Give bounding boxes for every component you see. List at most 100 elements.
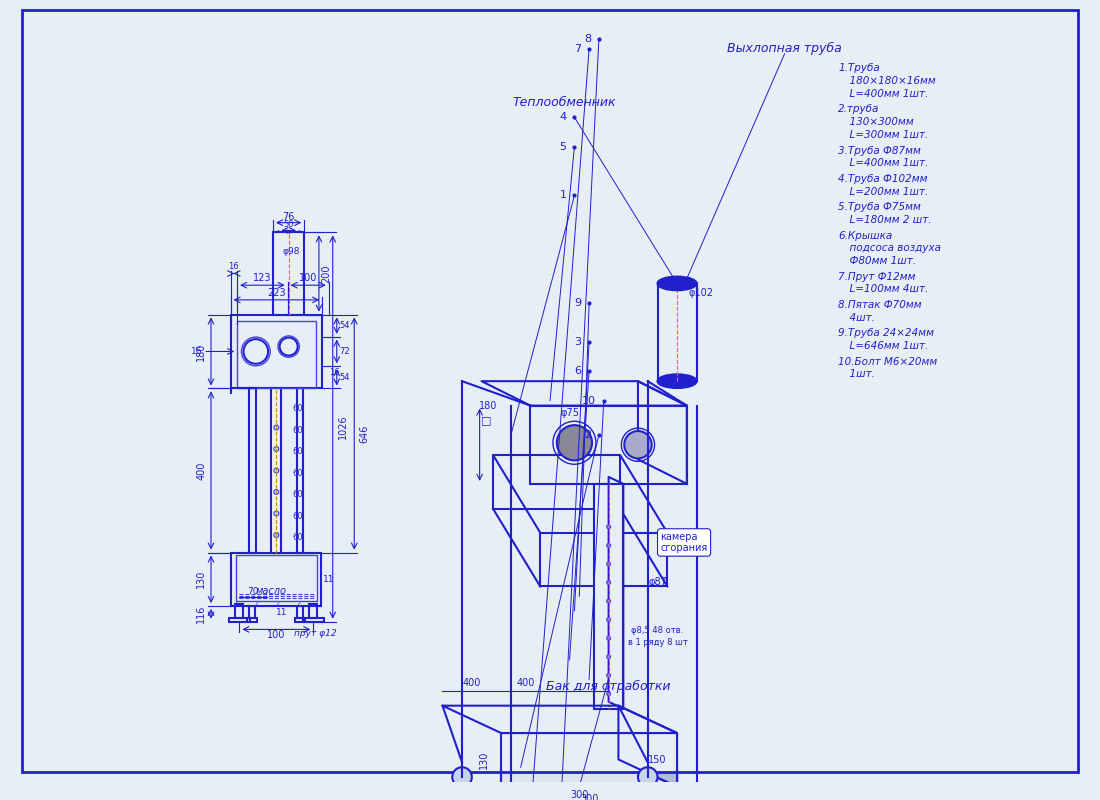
Text: φ8,5 48 отв.: φ8,5 48 отв. (631, 626, 683, 635)
Text: φ102: φ102 (689, 288, 714, 298)
Circle shape (607, 581, 610, 585)
Circle shape (557, 425, 592, 460)
Text: 2: 2 (584, 430, 591, 440)
Bar (297, 389, 304, 553)
Text: 7.Прут Ф12мм: 7.Прут Ф12мм (838, 272, 916, 282)
Text: 16: 16 (190, 347, 202, 356)
Text: прут φ12: прут φ12 (294, 629, 337, 638)
Bar (594, 484, 624, 709)
Bar (231, 314, 322, 389)
Text: 16: 16 (229, 262, 239, 271)
Text: 1шт.: 1шт. (844, 370, 876, 379)
Text: 6.Крышка: 6.Крышка (838, 230, 892, 241)
Bar (238, 321, 316, 389)
Text: 400: 400 (516, 678, 535, 688)
Text: 60: 60 (293, 534, 304, 542)
Text: 1.Труба: 1.Труба (838, 63, 880, 74)
Text: Выхлопная труба: Выхлопная труба (727, 42, 842, 55)
Text: 9: 9 (574, 298, 581, 308)
Text: 400: 400 (196, 462, 206, 480)
Text: масло: масло (256, 586, 287, 596)
Polygon shape (608, 477, 624, 709)
Text: 2.труба: 2.труба (838, 105, 880, 114)
Text: 8.Пятак Ф70мм: 8.Пятак Ф70мм (838, 300, 922, 310)
Text: 646: 646 (359, 424, 369, 442)
Text: 60: 60 (293, 469, 304, 478)
Text: 60: 60 (293, 512, 304, 521)
Text: 70: 70 (248, 587, 258, 596)
Text: 180×180×16мм: 180×180×16мм (844, 76, 936, 86)
Circle shape (274, 533, 278, 538)
Circle shape (685, 790, 708, 800)
Text: L=100мм 4шт.: L=100мм 4шт. (844, 284, 928, 294)
Bar (272, 389, 282, 553)
Text: 9.Труба 24×24мм: 9.Труба 24×24мм (838, 328, 934, 338)
Text: 60: 60 (293, 447, 304, 457)
Bar (235, 604, 243, 618)
Text: 50: 50 (284, 220, 294, 229)
Text: L=400мм 1шт.: L=400мм 1шт. (844, 89, 928, 99)
Text: 4: 4 (560, 112, 566, 122)
Text: L=300мм 1шт.: L=300мм 1шт. (844, 130, 928, 140)
Circle shape (274, 468, 278, 473)
Circle shape (607, 543, 610, 547)
Text: 130×300мм: 130×300мм (844, 117, 914, 127)
Text: 1: 1 (560, 190, 566, 201)
Text: 4шт.: 4шт. (844, 313, 876, 322)
Circle shape (638, 767, 658, 786)
Text: 200: 200 (321, 264, 332, 282)
Circle shape (607, 692, 610, 696)
Text: 100: 100 (299, 274, 317, 283)
Bar (231, 553, 321, 606)
Text: 3.Труба Ф87мм: 3.Труба Ф87мм (838, 146, 921, 155)
Text: 116: 116 (196, 605, 206, 623)
Text: φ75: φ75 (560, 409, 579, 418)
Circle shape (499, 790, 522, 800)
Text: 130: 130 (478, 750, 488, 769)
Circle shape (607, 655, 610, 658)
Text: L=180мм 2 шт.: L=180мм 2 шт. (844, 215, 932, 225)
Text: 223: 223 (267, 288, 286, 298)
Text: 300: 300 (570, 790, 589, 800)
Text: 100: 100 (267, 630, 286, 640)
Bar (273, 233, 305, 314)
Text: в 1 ряду 8 шт: в 1 ряду 8 шт (628, 638, 688, 646)
Bar (309, 604, 318, 618)
Text: подсоса воздуха: подсоса воздуха (844, 243, 942, 254)
Text: L=646мм 1шт.: L=646мм 1шт. (844, 341, 928, 351)
Text: 54: 54 (339, 373, 350, 382)
Bar (295, 618, 305, 622)
Circle shape (607, 674, 610, 678)
Text: камера
сгорания: камера сгорания (660, 532, 707, 554)
Text: 54: 54 (339, 321, 350, 330)
Text: 7: 7 (574, 44, 581, 54)
Text: 400: 400 (463, 678, 481, 688)
Text: 5.Труба Ф75мм: 5.Труба Ф75мм (838, 202, 921, 212)
Ellipse shape (658, 277, 696, 290)
Bar (250, 389, 256, 553)
Circle shape (274, 490, 278, 494)
Circle shape (452, 767, 472, 786)
Text: 130: 130 (196, 570, 206, 589)
Text: φ98: φ98 (283, 247, 300, 257)
Text: 10: 10 (582, 396, 596, 406)
Text: 60: 60 (293, 426, 304, 435)
Ellipse shape (658, 374, 696, 388)
Bar (250, 606, 255, 618)
Bar (530, 406, 686, 484)
Text: □: □ (481, 415, 492, 426)
Bar (302, 618, 323, 622)
Text: 16: 16 (330, 368, 340, 377)
Text: 4.Труба Ф102мм: 4.Труба Ф102мм (838, 174, 927, 184)
Polygon shape (482, 381, 686, 406)
Circle shape (607, 618, 610, 622)
Circle shape (607, 525, 610, 529)
Text: 10.Болт М6×20мм: 10.Болт М6×20мм (838, 357, 937, 366)
Polygon shape (618, 706, 678, 786)
Text: 150: 150 (648, 755, 667, 765)
Text: 11: 11 (323, 574, 334, 584)
Text: 60: 60 (293, 405, 304, 414)
Circle shape (625, 431, 651, 458)
Bar (297, 606, 302, 618)
Text: 180: 180 (480, 401, 497, 410)
